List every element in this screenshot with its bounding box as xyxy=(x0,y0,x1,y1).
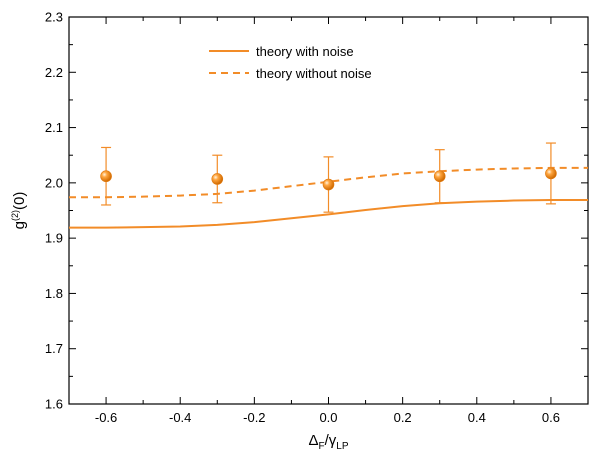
data-point xyxy=(433,170,446,183)
data-point xyxy=(322,178,335,191)
y-tick-label: 2.1 xyxy=(45,120,63,135)
y-tick-label: 2.0 xyxy=(45,175,63,190)
y-tick-label: 1.6 xyxy=(45,397,63,412)
y-axis-title: g(2)(0) xyxy=(10,192,28,230)
data-points xyxy=(100,142,557,213)
x-tick-label: 0.2 xyxy=(394,410,412,425)
y-tick-label: 2.3 xyxy=(45,10,63,25)
data-point xyxy=(545,167,557,180)
x-tick-label: -0.4 xyxy=(169,410,191,425)
x-tick-label: 0.0 xyxy=(319,410,337,425)
x-tick-label: -0.2 xyxy=(243,410,265,425)
data-point xyxy=(211,173,224,185)
data-point xyxy=(100,170,112,183)
y-tick-label: 2.2 xyxy=(45,65,63,80)
x-tick-label: -0.6 xyxy=(95,410,117,425)
legend: theory with noise theory without noise xyxy=(209,44,372,81)
x-axis: -0.6 -0.4 -0.2 0.0 0.2 0.4 0.6 xyxy=(68,17,589,425)
legend-label: theory without noise xyxy=(256,66,372,81)
y-tick-label: 1.9 xyxy=(45,231,63,246)
series-line-with-noise xyxy=(69,199,588,229)
y-tick-label: 1.8 xyxy=(45,286,63,301)
curves xyxy=(69,166,588,229)
x-tick-label: 0.4 xyxy=(468,410,486,425)
x-axis-title: ΔF/γLP xyxy=(308,432,348,452)
series-line-without-noise xyxy=(69,166,588,199)
legend-label: theory with noise xyxy=(256,44,354,59)
y-tick-label: 1.7 xyxy=(45,341,63,356)
y-axis: 1.6 1.7 1.8 1.9 2.0 2.1 2.2 2.3 xyxy=(45,10,588,412)
x-tick-label: 0.6 xyxy=(542,410,560,425)
